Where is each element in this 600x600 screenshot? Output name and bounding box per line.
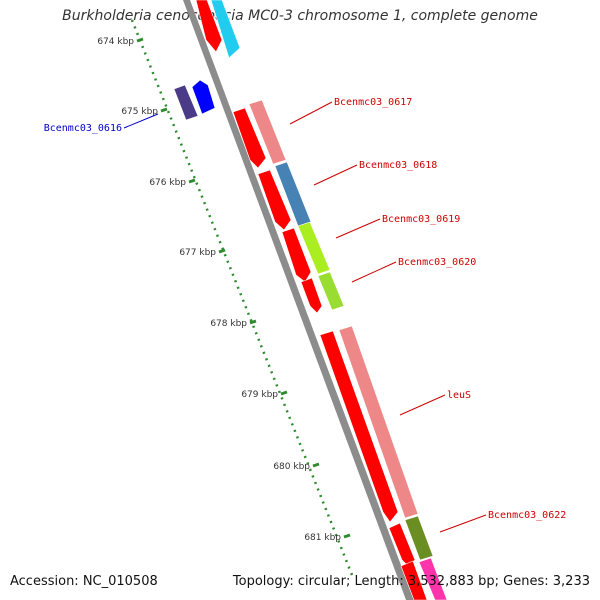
genome-backbone bbox=[183, 0, 414, 600]
gene-label-leader bbox=[123, 113, 159, 129]
gene-feature[interactable] bbox=[274, 161, 312, 227]
gene-feature[interactable] bbox=[297, 221, 331, 275]
scale-tick-mark bbox=[249, 319, 257, 325]
scale-tick-label: 678 kbp bbox=[210, 319, 247, 329]
gene-feature[interactable] bbox=[210, 0, 241, 59]
gene-feature[interactable] bbox=[400, 560, 428, 600]
gene-label-leader bbox=[399, 394, 446, 416]
gene-feature[interactable] bbox=[319, 330, 399, 523]
gene-label[interactable]: Bcenmc03_0619 bbox=[382, 214, 460, 225]
scale-tick-mark bbox=[188, 178, 196, 184]
gene-label-leader bbox=[289, 101, 333, 125]
gene-feature[interactable] bbox=[418, 557, 448, 600]
gene-feature[interactable] bbox=[404, 515, 434, 561]
gene-label[interactable]: Bcenmc03_0617 bbox=[334, 97, 412, 108]
gene-feature[interactable] bbox=[173, 84, 199, 121]
gene-feature[interactable] bbox=[317, 271, 345, 311]
gene-feature[interactable] bbox=[257, 169, 292, 231]
scale-tick-mark bbox=[218, 248, 226, 254]
gene-label-leader bbox=[313, 164, 358, 186]
scale-tick-label: 680 kbp bbox=[273, 462, 310, 472]
gene-label[interactable]: Bcenmc03_0618 bbox=[359, 160, 437, 171]
scale-tick-label: 675 kbp bbox=[121, 107, 158, 117]
gene-feature[interactable] bbox=[338, 325, 419, 519]
gene-feature[interactable] bbox=[300, 277, 323, 314]
kbp-scale: 674 kbp 675 kbp 676 kbp 677 kbp 678 kbp 679 k… bbox=[97, 19, 354, 576]
scale-tick-label: 679 kbp bbox=[241, 390, 278, 400]
gene-label-leader bbox=[335, 218, 381, 239]
gene-label-leader bbox=[351, 261, 397, 283]
gene-label[interactable]: Bcenmc03_0616 bbox=[44, 123, 122, 134]
accession-text: Accession: NC_010508 bbox=[10, 574, 158, 589]
scale-tick-label: 676 kbp bbox=[149, 178, 186, 188]
gene-label[interactable]: leuS bbox=[447, 390, 471, 401]
gene-label[interactable]: Bcenmc03_0620 bbox=[398, 257, 476, 268]
gene-labels: Bcenmc03_0616 Bcenmc03_0617 Bcenmc03_0618 B… bbox=[44, 97, 566, 533]
gene-feature[interactable] bbox=[191, 79, 216, 115]
gene-features bbox=[173, 0, 448, 600]
gene-feature[interactable] bbox=[195, 0, 223, 53]
gene-feature[interactable] bbox=[232, 107, 267, 169]
gene-label-leader bbox=[439, 514, 487, 533]
gene-label[interactable]: Bcenmc03_0622 bbox=[488, 510, 566, 521]
scale-dotted-line bbox=[130, 19, 354, 576]
scale-tick-mark bbox=[280, 390, 288, 396]
scale-tick-mark bbox=[136, 37, 144, 43]
gene-feature[interactable] bbox=[248, 99, 287, 165]
scale-tick-mark bbox=[312, 462, 320, 468]
scale-tick-mark bbox=[343, 533, 351, 539]
genome-stats-text: Topology: circular; Length: 3,532,883 bp… bbox=[232, 574, 590, 589]
scale-tick-mark bbox=[160, 107, 168, 113]
scale-tick-label: 677 kbp bbox=[179, 248, 216, 258]
gene-feature[interactable] bbox=[281, 227, 312, 283]
scale-tick-label: 681 kbp bbox=[304, 533, 341, 543]
genome-title: Burkholderia cenocepacia MC0-3 chromosom… bbox=[62, 8, 538, 24]
scale-tick-label: 674 kbp bbox=[97, 37, 134, 47]
